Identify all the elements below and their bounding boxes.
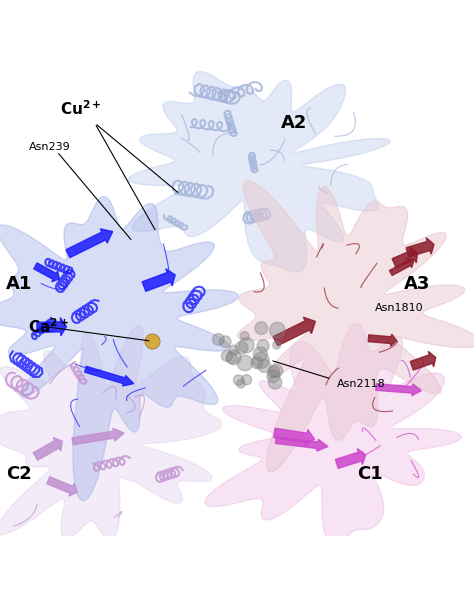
Polygon shape: [128, 72, 390, 272]
Circle shape: [219, 336, 231, 347]
Text: Asn1810: Asn1810: [374, 303, 423, 313]
FancyArrow shape: [142, 269, 175, 291]
FancyArrow shape: [84, 367, 134, 386]
Circle shape: [237, 355, 253, 371]
FancyArrow shape: [273, 317, 315, 346]
Text: A1: A1: [6, 275, 32, 293]
FancyArrow shape: [47, 477, 77, 496]
Text: A3: A3: [404, 275, 430, 293]
FancyArrow shape: [406, 238, 434, 257]
Circle shape: [253, 347, 267, 361]
Circle shape: [226, 353, 237, 364]
Text: C2: C2: [6, 465, 32, 483]
Circle shape: [253, 352, 269, 368]
Circle shape: [237, 380, 245, 388]
Text: $\mathbf{Ca^{2+}}$: $\mathbf{Ca^{2+}}$: [28, 318, 69, 336]
Text: C1: C1: [357, 465, 383, 483]
FancyArrow shape: [368, 334, 397, 346]
FancyArrow shape: [37, 318, 66, 336]
Circle shape: [235, 341, 248, 354]
Polygon shape: [237, 181, 474, 472]
Circle shape: [268, 376, 282, 389]
Circle shape: [267, 370, 280, 383]
Circle shape: [239, 337, 254, 353]
Circle shape: [255, 322, 268, 334]
Circle shape: [270, 322, 285, 338]
Circle shape: [257, 340, 269, 352]
Circle shape: [227, 350, 241, 365]
Polygon shape: [205, 324, 461, 546]
Circle shape: [212, 334, 224, 345]
FancyArrow shape: [336, 448, 365, 469]
Text: A2: A2: [281, 114, 307, 132]
FancyArrow shape: [275, 437, 328, 451]
Circle shape: [270, 364, 283, 377]
Circle shape: [240, 331, 249, 340]
Text: Asn239: Asn239: [28, 142, 70, 152]
FancyArrow shape: [392, 247, 418, 267]
FancyArrow shape: [33, 438, 62, 460]
Circle shape: [251, 357, 263, 369]
Polygon shape: [0, 196, 238, 501]
Polygon shape: [0, 325, 221, 540]
Circle shape: [258, 359, 271, 373]
Circle shape: [241, 375, 252, 385]
Circle shape: [233, 375, 244, 385]
Circle shape: [273, 341, 281, 349]
Circle shape: [221, 350, 232, 361]
Circle shape: [268, 366, 280, 378]
Text: Asn2118: Asn2118: [337, 379, 385, 389]
Text: $\mathbf{Cu^{2+}}$: $\mathbf{Cu^{2+}}$: [60, 100, 101, 118]
FancyArrow shape: [34, 263, 59, 282]
Point: [148, 336, 155, 346]
FancyArrow shape: [273, 428, 314, 447]
Circle shape: [229, 345, 239, 355]
FancyArrow shape: [72, 428, 124, 445]
FancyArrow shape: [390, 259, 414, 275]
FancyArrow shape: [66, 229, 113, 258]
FancyArrow shape: [410, 351, 436, 370]
FancyArrow shape: [376, 384, 421, 396]
